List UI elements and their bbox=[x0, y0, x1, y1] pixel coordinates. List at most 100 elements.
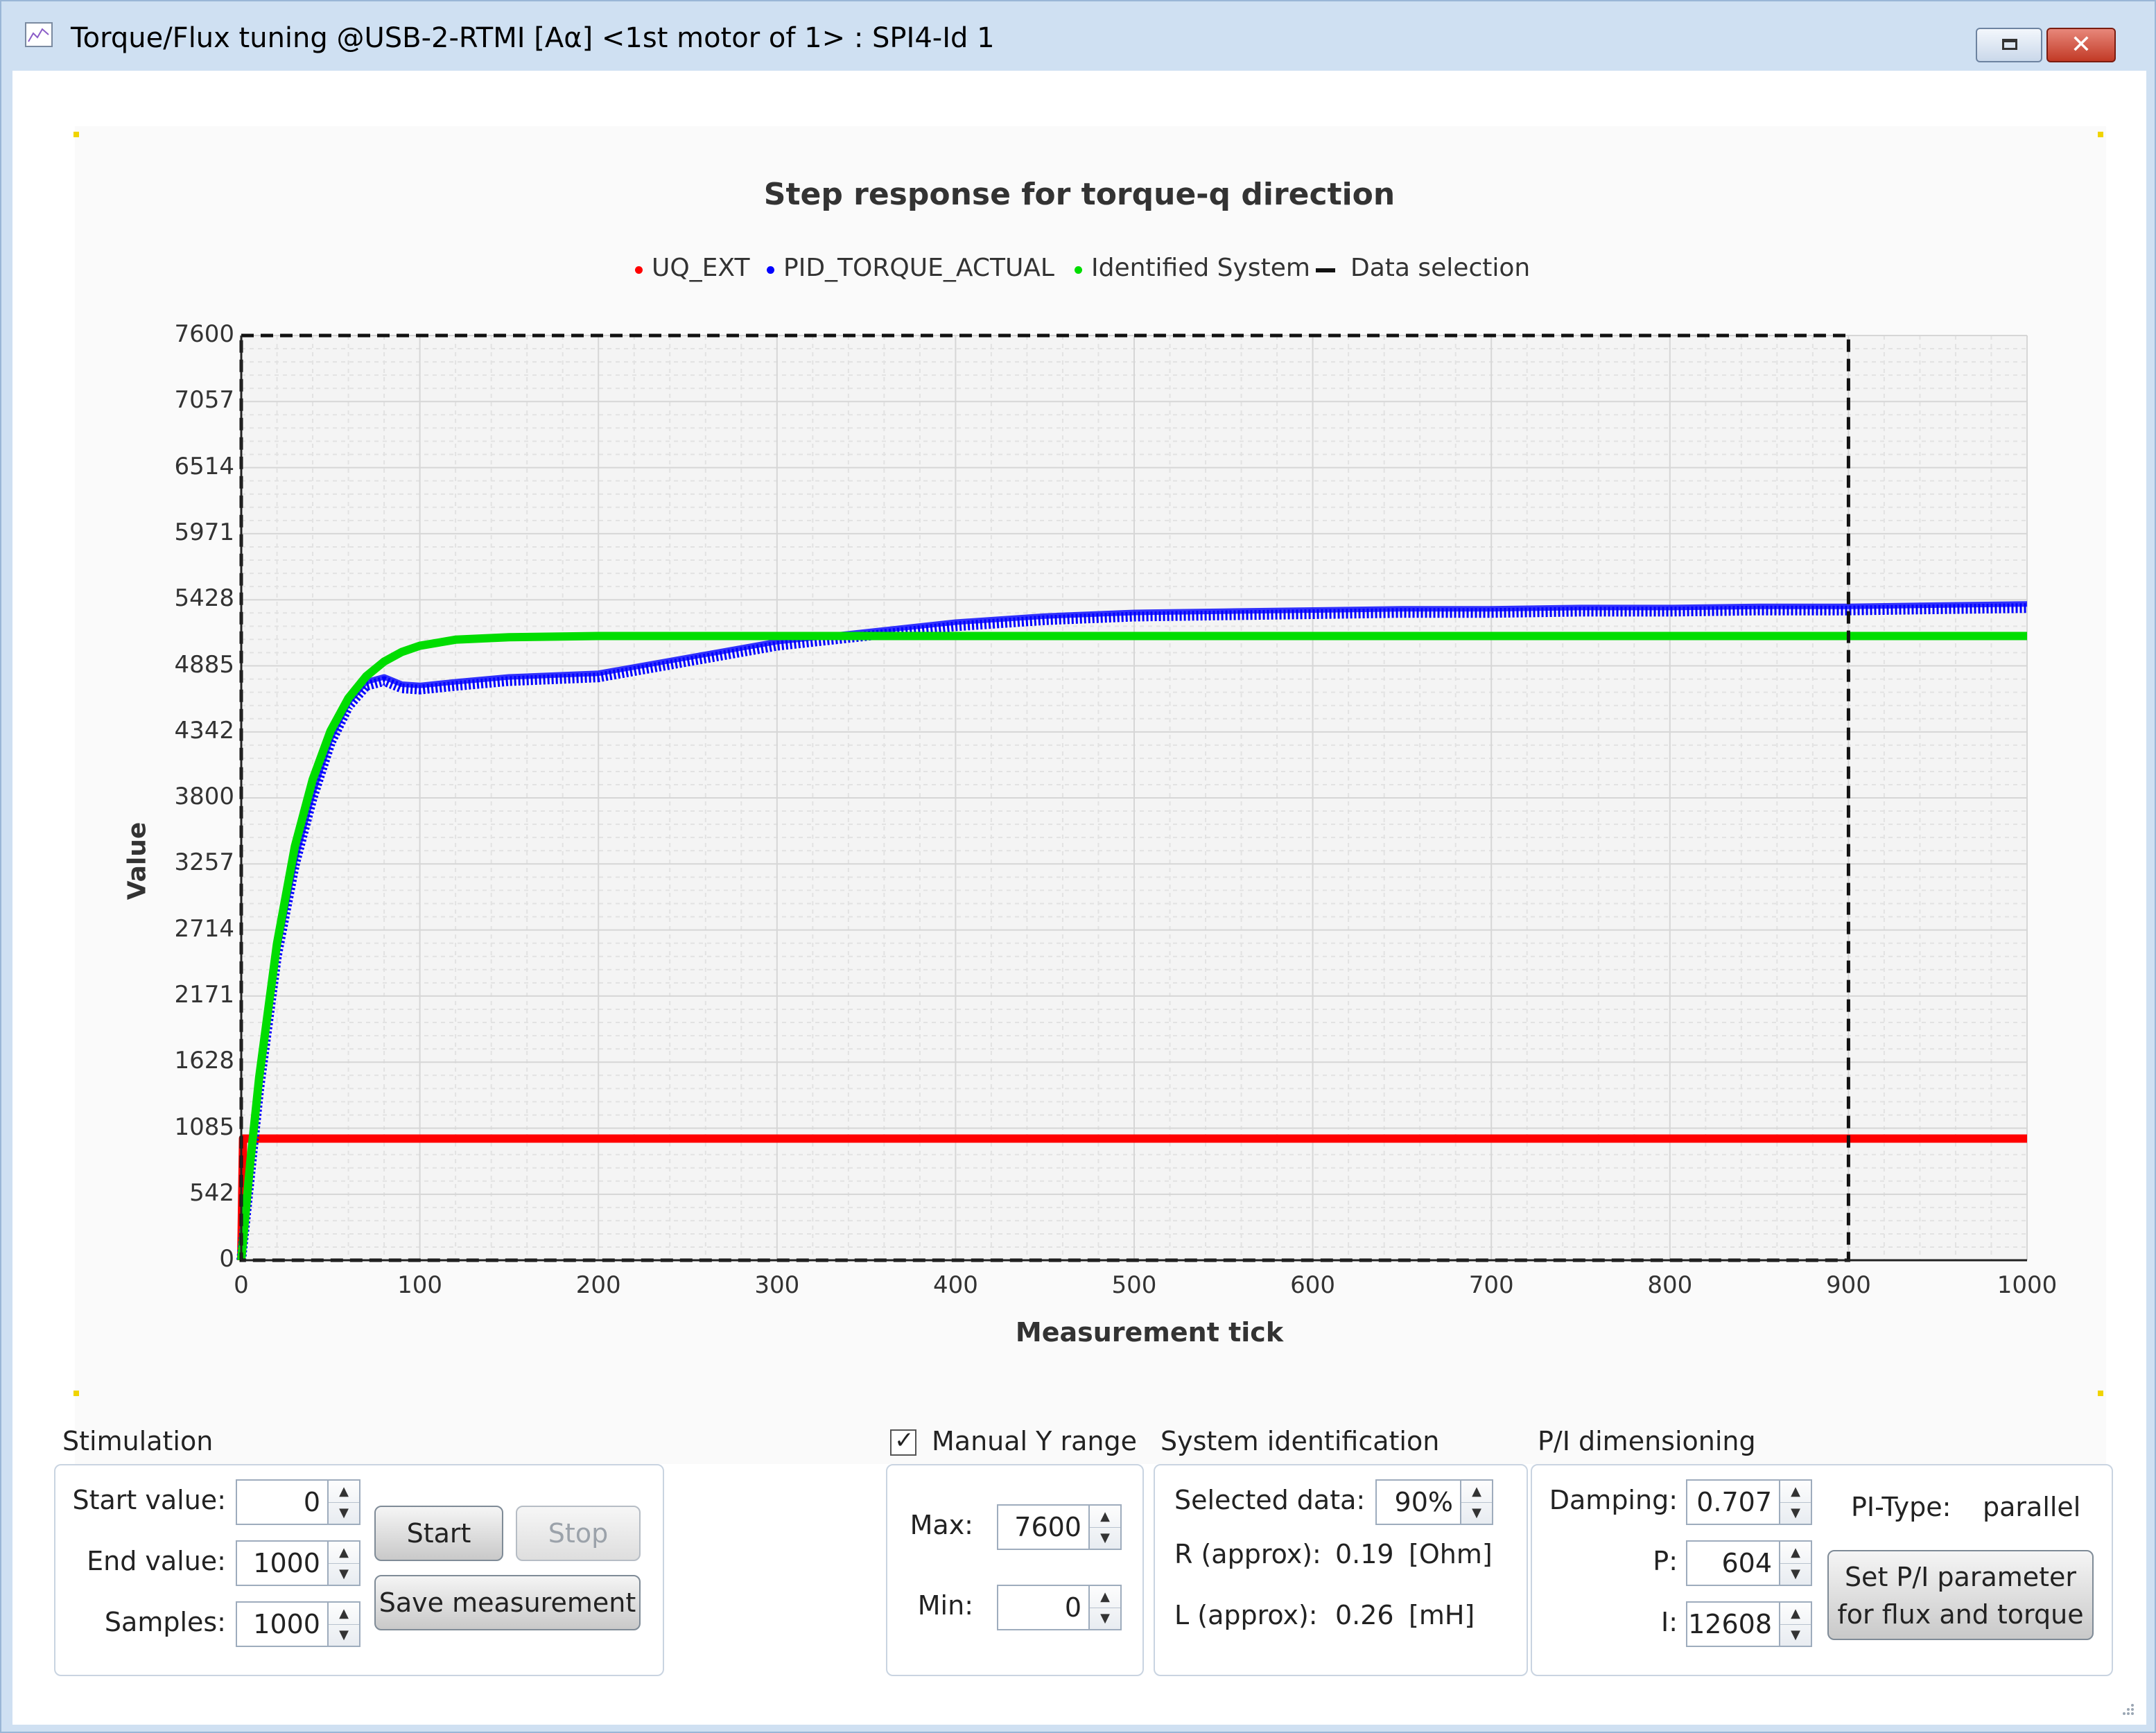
close-button[interactable]: ✕ bbox=[2046, 28, 2116, 62]
spin-up-arrow-icon[interactable]: ▲ bbox=[1090, 1506, 1120, 1528]
y-max-stepper[interactable]: ▲ ▼ bbox=[1088, 1506, 1120, 1549]
spin-down-arrow-icon[interactable]: ▼ bbox=[1100, 1611, 1110, 1626]
selected-data-spinbox[interactable]: 90% ▲ ▼ bbox=[1375, 1479, 1493, 1525]
spin-down-arrow-icon[interactable]: ▼ bbox=[1791, 1506, 1800, 1520]
samples-spinbox[interactable]: 1000 ▲ ▼ bbox=[236, 1601, 360, 1647]
p-stepper[interactable]: ▲ ▼ bbox=[1779, 1542, 1811, 1585]
i-spinbox[interactable]: 12608 ▲ ▼ bbox=[1686, 1601, 1812, 1647]
spin-down-arrow-icon[interactable]: ▼ bbox=[1791, 1567, 1800, 1581]
spin-up-arrow-icon[interactable]: ▲ bbox=[1780, 1603, 1811, 1625]
spin-down-arrow-icon[interactable]: ▼ bbox=[1100, 1531, 1110, 1545]
spin-up-arrow-icon[interactable]: ▲ bbox=[329, 1603, 359, 1625]
series-pid-torque-actual bbox=[236, 603, 2028, 1261]
window-content: Step response for torque-q direction UQ_… bbox=[12, 71, 2146, 1725]
stimulation-group: Start value: 0 ▲ ▼ End value: 1000 ▲ ▼ S… bbox=[54, 1464, 664, 1676]
start-value-stepper[interactable]: ▲ ▼ bbox=[327, 1481, 359, 1524]
l-approx-value: 0.26 bbox=[1335, 1600, 1394, 1630]
step-response-plot[interactable] bbox=[12, 71, 2146, 1725]
x-tick-label: 200 bbox=[575, 1271, 621, 1299]
spin-up-arrow-icon[interactable]: ▲ bbox=[1090, 1586, 1120, 1608]
spin-up-arrow-icon[interactable]: ▲ bbox=[1780, 1481, 1811, 1503]
y-tick-label: 2171 bbox=[174, 980, 234, 1009]
pi-dimensioning-title: P/I dimensioning bbox=[1538, 1426, 1756, 1456]
resize-grip-icon[interactable] bbox=[2119, 1700, 2135, 1716]
y-tick-label: 6514 bbox=[174, 452, 234, 480]
y-max-spinbox[interactable]: 7600 ▲ ▼ bbox=[997, 1504, 1122, 1550]
chart-corner-marker bbox=[73, 1391, 79, 1396]
spin-down-arrow-icon[interactable]: ▼ bbox=[339, 1567, 349, 1581]
spin-up-arrow-icon[interactable]: ▲ bbox=[1461, 1481, 1492, 1503]
end-value-input[interactable]: 1000 bbox=[253, 1548, 320, 1578]
x-tick-label: 300 bbox=[754, 1271, 800, 1299]
chart-corner-marker bbox=[2098, 1391, 2103, 1396]
chart-corner-marker bbox=[2098, 132, 2103, 137]
min-label: Min: bbox=[917, 1590, 973, 1621]
x-tick-label: 1000 bbox=[1997, 1271, 2058, 1299]
restore-button[interactable] bbox=[1976, 28, 2042, 62]
start-value-spinbox[interactable]: 0 ▲ ▼ bbox=[236, 1479, 360, 1525]
y-range-group: Max: 7600 ▲ ▼ Min: 0 ▲ ▼ bbox=[886, 1464, 1144, 1676]
p-input[interactable]: 604 bbox=[1721, 1548, 1772, 1578]
y-max-input[interactable]: 7600 bbox=[1014, 1512, 1081, 1542]
selected-data-stepper[interactable]: ▲ ▼ bbox=[1460, 1481, 1492, 1524]
legend-label-identified-system: Identified System bbox=[1091, 254, 1310, 282]
x-tick-label: 800 bbox=[1647, 1271, 1693, 1299]
p-spinbox[interactable]: 604 ▲ ▼ bbox=[1686, 1540, 1812, 1586]
x-tick-label: 700 bbox=[1468, 1271, 1514, 1299]
x-tick-label: 600 bbox=[1290, 1271, 1336, 1299]
restore-icon bbox=[2002, 39, 2017, 50]
y-tick-label: 7600 bbox=[174, 320, 234, 348]
spin-down-arrow-icon[interactable]: ▼ bbox=[339, 1628, 349, 1642]
y-tick-label: 542 bbox=[189, 1178, 234, 1207]
legend-label-data-selection: Data selection bbox=[1350, 254, 1531, 282]
title-bar[interactable]: Torque/Flux tuning @USB-2-RTMI [Aα] <1st… bbox=[1, 1, 2155, 69]
i-stepper[interactable]: ▲ ▼ bbox=[1779, 1603, 1811, 1646]
selected-data-input[interactable]: 90% bbox=[1394, 1487, 1453, 1517]
end-value-spinbox[interactable]: 1000 ▲ ▼ bbox=[236, 1540, 360, 1586]
start-button[interactable]: Start bbox=[374, 1506, 503, 1561]
x-tick-label: 400 bbox=[932, 1271, 978, 1299]
stimulation-title: Stimulation bbox=[62, 1426, 214, 1456]
y-min-input[interactable]: 0 bbox=[1064, 1592, 1081, 1623]
y-tick-label: 3800 bbox=[174, 783, 234, 810]
y-min-spinbox[interactable]: 0 ▲ ▼ bbox=[997, 1585, 1122, 1630]
damping-stepper[interactable]: ▲ ▼ bbox=[1779, 1481, 1811, 1524]
spin-down-arrow-icon[interactable]: ▼ bbox=[339, 1506, 349, 1520]
y-tick-label: 3257 bbox=[174, 848, 234, 877]
x-tick-label: 0 bbox=[234, 1271, 249, 1299]
app-chart-icon bbox=[25, 22, 53, 47]
checkmark-icon: ✓ bbox=[894, 1427, 914, 1454]
damping-label: Damping: bbox=[1549, 1485, 1678, 1515]
system-identification-title: System identification bbox=[1160, 1426, 1440, 1456]
samples-input[interactable]: 1000 bbox=[253, 1609, 320, 1639]
y-tick-label: 5428 bbox=[174, 584, 234, 613]
save-measurement-button[interactable]: Save measurement bbox=[374, 1575, 641, 1630]
x-tick-label: 900 bbox=[1825, 1271, 1871, 1299]
legend-label-pid-torque-actual: PID_TORQUE_ACTUAL bbox=[783, 254, 1054, 282]
window-title: Torque/Flux tuning @USB-2-RTMI [Aα] <1st… bbox=[71, 22, 995, 54]
start-value-label: Start value: bbox=[72, 1485, 226, 1515]
set-pi-parameter-button[interactable]: Set P/I parameter for flux and torque bbox=[1827, 1550, 2094, 1640]
damping-spinbox[interactable]: 0.707 ▲ ▼ bbox=[1686, 1479, 1812, 1525]
spin-up-arrow-icon[interactable]: ▲ bbox=[329, 1542, 359, 1564]
stop-button[interactable]: Stop bbox=[516, 1506, 641, 1561]
samples-stepper[interactable]: ▲ ▼ bbox=[327, 1603, 359, 1646]
damping-input[interactable]: 0.707 bbox=[1696, 1487, 1772, 1517]
p-label: P: bbox=[1653, 1546, 1678, 1576]
i-input[interactable]: 12608 bbox=[1688, 1609, 1772, 1639]
spin-up-arrow-icon[interactable]: ▲ bbox=[1780, 1542, 1811, 1564]
samples-label: Samples: bbox=[104, 1607, 226, 1637]
end-value-stepper[interactable]: ▲ ▼ bbox=[327, 1542, 359, 1585]
manual-y-range-label[interactable]: Manual Y range bbox=[932, 1426, 1137, 1456]
manual-y-range-checkbox[interactable]: ✓ bbox=[890, 1427, 916, 1456]
y-min-stepper[interactable]: ▲ ▼ bbox=[1088, 1586, 1120, 1629]
spin-up-arrow-icon[interactable]: ▲ bbox=[329, 1481, 359, 1503]
spin-down-arrow-icon[interactable]: ▼ bbox=[1472, 1506, 1481, 1520]
spin-down-arrow-icon[interactable]: ▼ bbox=[1791, 1628, 1800, 1642]
start-value-input[interactable]: 0 bbox=[303, 1487, 320, 1517]
r-approx-value: 0.19 bbox=[1335, 1539, 1394, 1569]
pi-dimensioning-group: Damping: 0.707 ▲ ▼ P: 604 ▲ ▼ I: 12608 bbox=[1531, 1464, 2113, 1676]
max-label: Max: bbox=[910, 1510, 973, 1540]
legend-marker-uq-ext bbox=[635, 266, 643, 274]
